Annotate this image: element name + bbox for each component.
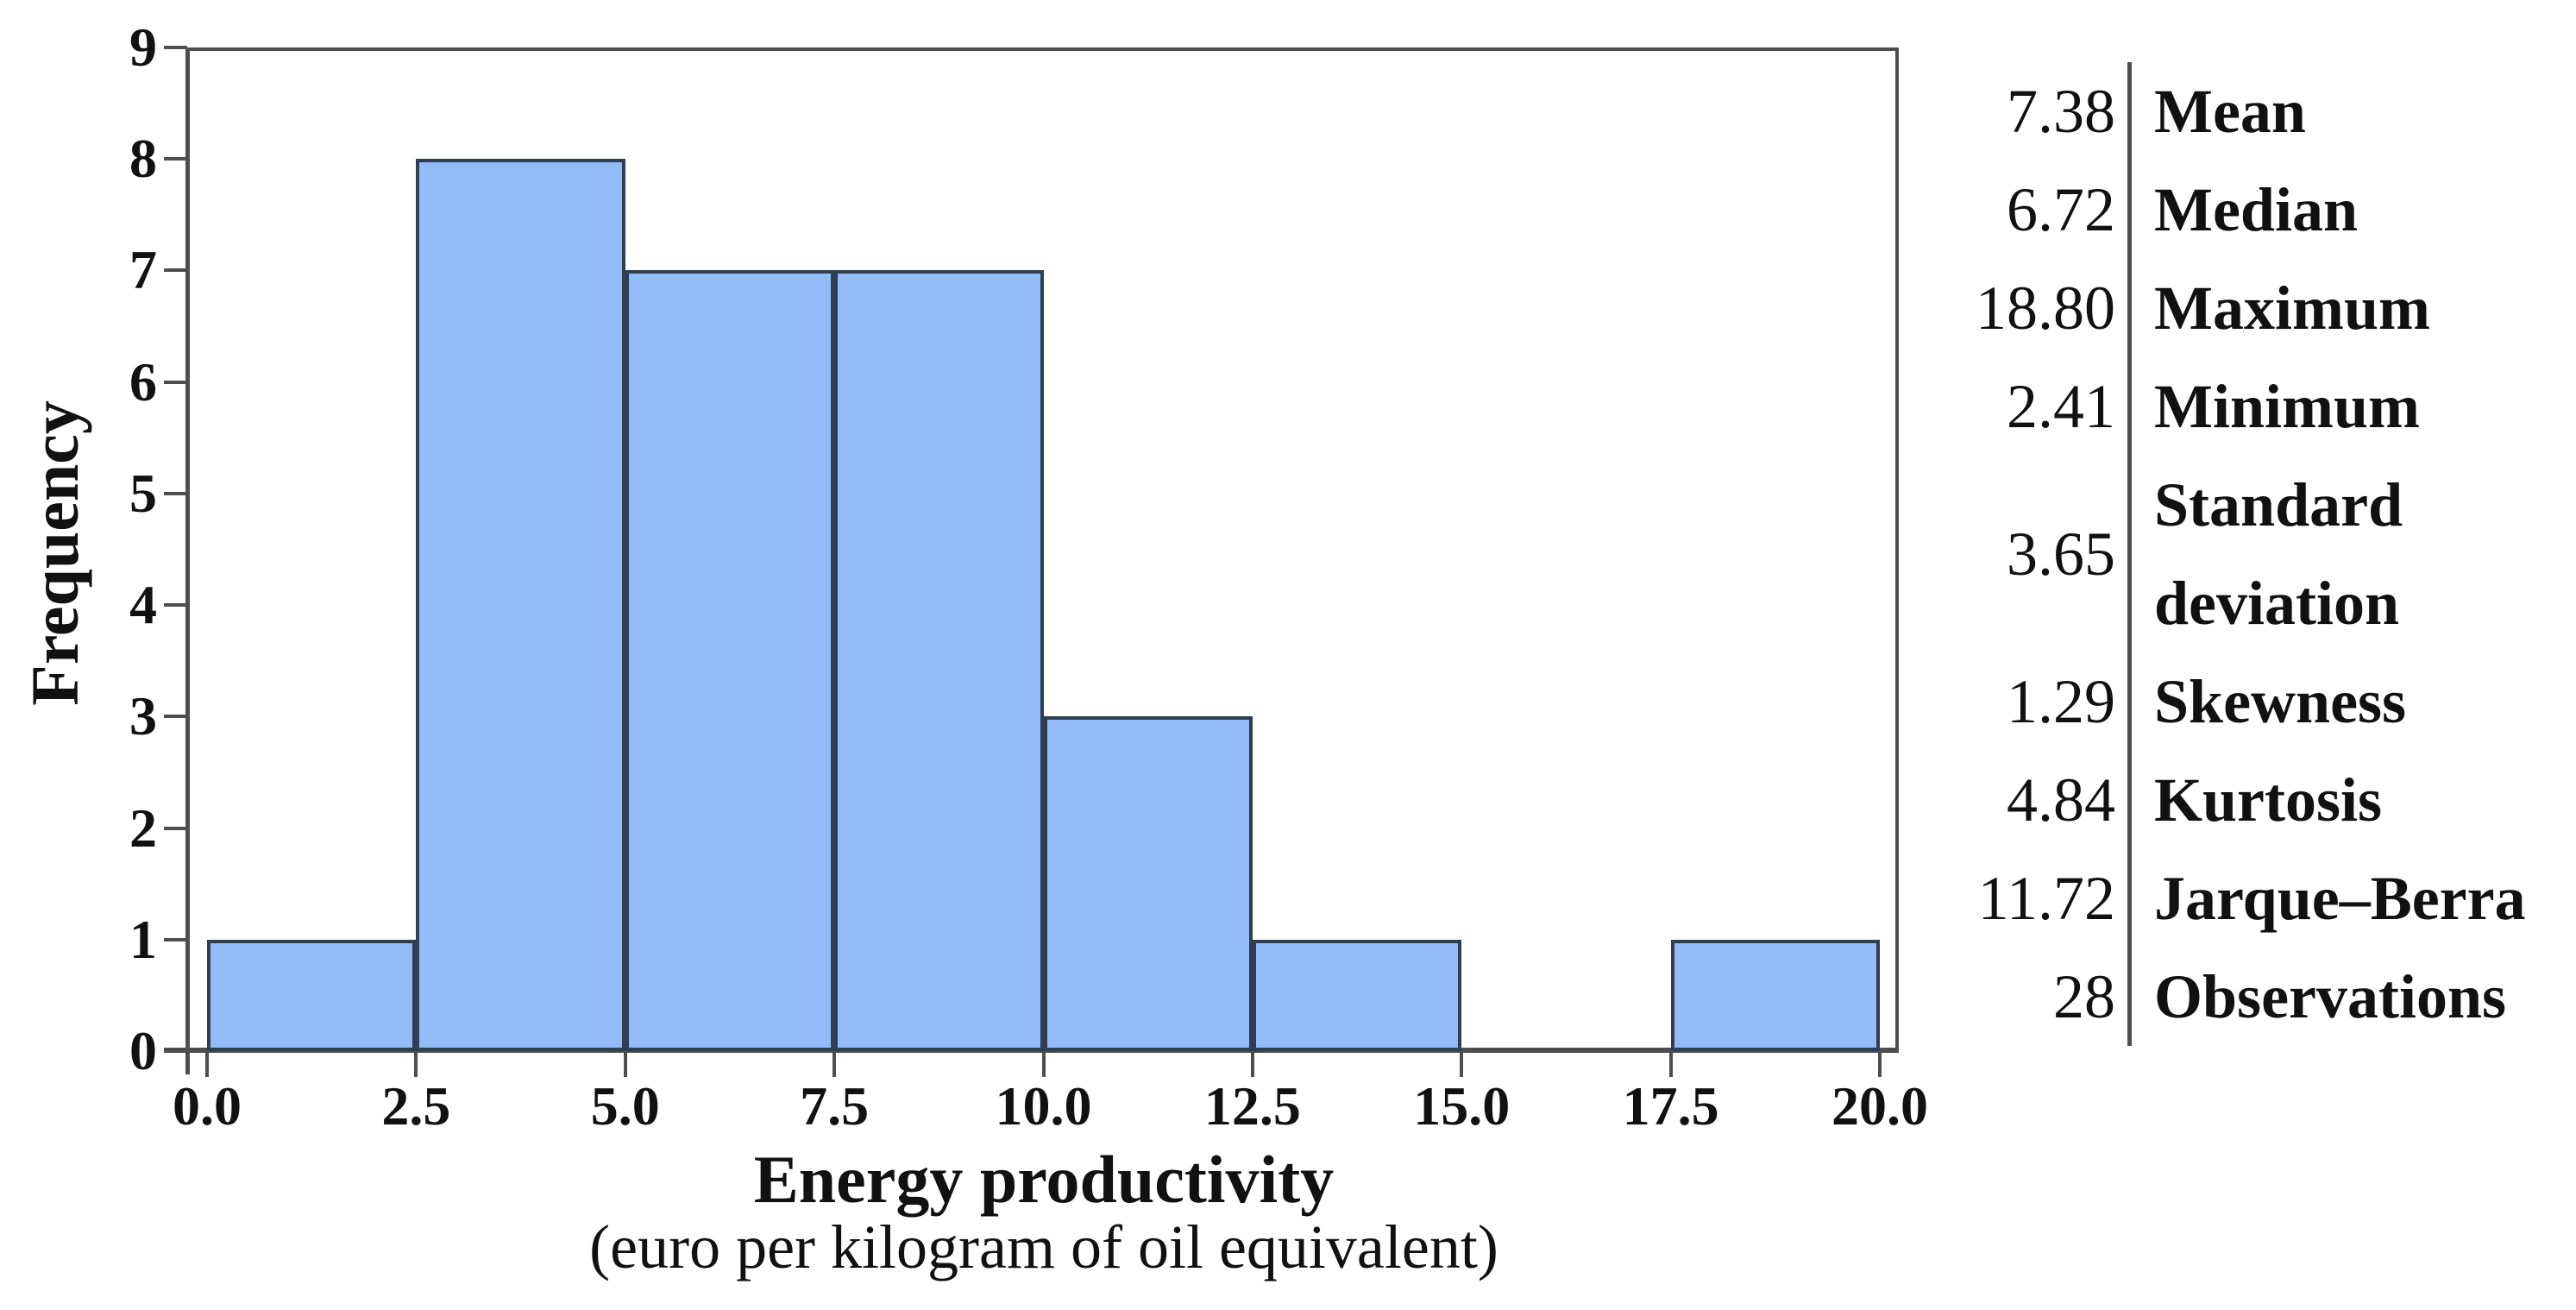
plot-frame-right — [1895, 47, 1899, 1051]
x-tick-label: 15.0 — [1413, 1075, 1511, 1137]
stats-panel: 7.38 Mean 6.72 Median 18.80 Maximum 2.41 Minimu… — [1951, 62, 2564, 1046]
x-tick-mark — [1250, 1051, 1254, 1077]
histogram-bar — [1670, 939, 1880, 1051]
x-tick-label: 7.5 — [800, 1075, 870, 1137]
y-tick-label: 9 — [129, 16, 157, 78]
y-tick-label: 2 — [129, 797, 157, 859]
y-tick-mark — [164, 46, 187, 49]
stat-label: Mean — [2127, 62, 2560, 161]
stat-label: Maximum — [2127, 259, 2560, 357]
stat-label: Minimum — [2127, 357, 2560, 456]
y-tick-mark — [164, 268, 187, 273]
x-tick-mark — [1878, 1051, 1882, 1077]
stat-label: Kurtosis — [2127, 751, 2560, 849]
stat-value: 4.84 — [2007, 765, 2115, 834]
stat-label: Standard deviation — [2127, 456, 2560, 652]
stat-row: 28 Observations — [1951, 948, 2564, 1046]
y-tick-label: 7 — [129, 239, 157, 301]
stat-label: Skewness — [2127, 652, 2560, 751]
y-tick-label: 6 — [129, 350, 157, 413]
histogram-bar — [207, 939, 417, 1051]
y-tick-label: 0 — [129, 1020, 157, 1081]
x-tick-mark — [832, 1051, 837, 1077]
x-axis-subtitle: (euro per kilogram of oil equivalent) — [589, 1212, 1498, 1282]
y-tick-mark — [164, 937, 187, 942]
x-tick-mark — [414, 1051, 418, 1077]
stat-row: 3.65 Standard deviation — [1951, 456, 2564, 652]
y-axis-line — [185, 47, 190, 1074]
y-tick-label: 8 — [129, 128, 157, 190]
stat-row: 1.29 Skewness — [1951, 652, 2564, 751]
y-tick-mark — [164, 715, 187, 719]
y-tick-mark — [164, 491, 187, 495]
stat-row: 11.72 Jarque–Berra — [1951, 849, 2564, 948]
x-tick-mark — [623, 1051, 627, 1077]
stat-label: Observations — [2127, 948, 2560, 1046]
x-tick-label: 2.5 — [381, 1075, 451, 1137]
histogram-bar — [834, 270, 1044, 1051]
y-tick-label: 4 — [129, 574, 157, 636]
y-axis-title: Frequency — [17, 400, 92, 706]
plot-frame-top — [185, 47, 1899, 51]
y-tick-label: 1 — [129, 908, 157, 970]
x-tick-mark — [1668, 1051, 1673, 1077]
y-tick-label: 3 — [129, 685, 157, 747]
stat-value: 3.65 — [2007, 520, 2115, 589]
stat-value: 1.29 — [2007, 667, 2115, 736]
y-tick-mark — [164, 603, 187, 608]
x-tick-label: 20.0 — [1831, 1075, 1928, 1137]
histogram-bar — [1252, 939, 1462, 1051]
histogram-bar — [416, 159, 625, 1051]
stat-row: 18.80 Maximum — [1951, 259, 2564, 357]
stat-row: 6.72 Median — [1951, 161, 2564, 259]
x-tick-label: 5.0 — [590, 1075, 660, 1137]
y-tick-label: 5 — [129, 462, 157, 524]
histogram-bar — [1043, 716, 1253, 1051]
x-axis-title: Energy productivity — [753, 1142, 1335, 1217]
x-tick-mark — [205, 1051, 209, 1077]
y-tick-mark — [164, 1049, 187, 1053]
stat-value: 11.72 — [1977, 864, 2115, 933]
x-tick-label: 17.5 — [1622, 1075, 1719, 1137]
stat-value: 2.41 — [2007, 372, 2115, 441]
x-tick-label: 12.5 — [1203, 1075, 1301, 1137]
stat-value: 7.38 — [2007, 77, 2115, 146]
histogram-bar — [625, 270, 835, 1051]
stat-label: Median — [2127, 161, 2560, 259]
y-tick-mark — [164, 157, 187, 161]
stat-row: 2.41 Minimum — [1951, 357, 2564, 456]
stat-row: 4.84 Kurtosis — [1951, 751, 2564, 849]
stat-label: Jarque–Berra — [2127, 849, 2560, 948]
stat-value: 28 — [2053, 962, 2115, 1031]
stat-value: 18.80 — [1976, 274, 2115, 343]
y-tick-mark — [164, 380, 187, 384]
x-tick-mark — [1041, 1051, 1046, 1077]
x-tick-label: 10.0 — [995, 1075, 1092, 1137]
x-tick-mark — [1460, 1051, 1464, 1077]
y-tick-mark — [164, 826, 187, 830]
stat-value: 6.72 — [2007, 175, 2115, 244]
stat-row: 7.38 Mean — [1951, 62, 2564, 161]
x-tick-label: 0.0 — [173, 1075, 242, 1137]
